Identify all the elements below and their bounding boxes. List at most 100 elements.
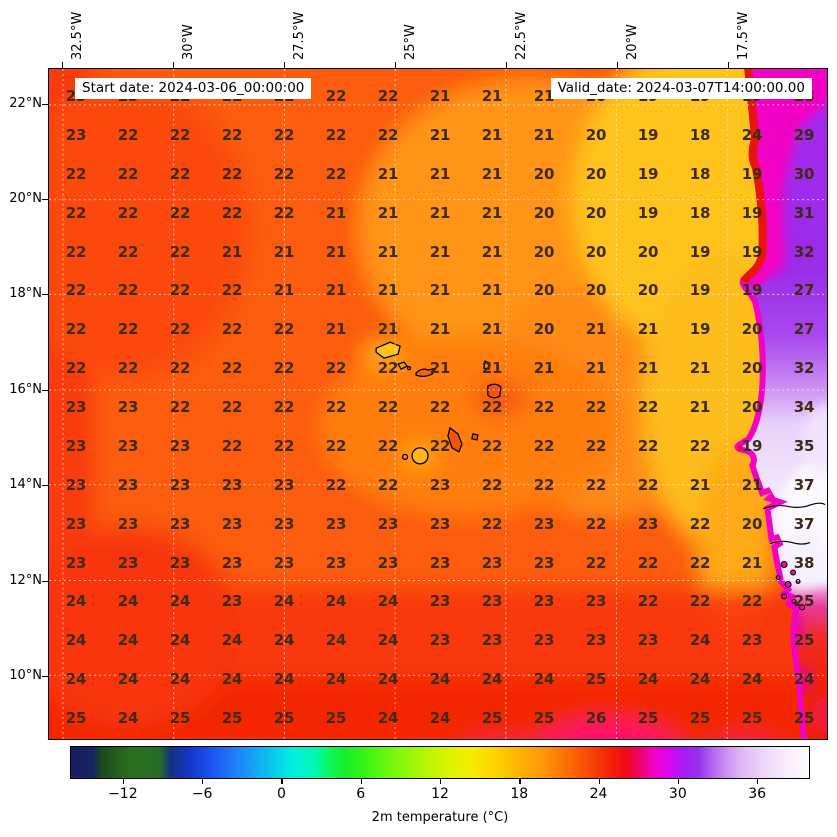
grid-value: 19 — [741, 281, 763, 300]
colorbar-tick-label: 0 — [276, 786, 286, 802]
grid-value: 23 — [65, 475, 87, 494]
grid-value: 24 — [117, 709, 139, 727]
grid-value: 22 — [377, 475, 399, 494]
grid-value: 19 — [689, 242, 711, 261]
grid-value: 24 — [377, 631, 399, 650]
grid-value: 21 — [221, 242, 243, 261]
grid-value: 22 — [325, 359, 347, 378]
lat-tick — [42, 581, 48, 583]
grid-value: 25 — [169, 709, 191, 727]
grid-value: 22 — [325, 125, 347, 144]
grid-value: 22 — [377, 125, 399, 144]
grid-value: 22 — [637, 398, 659, 416]
grid-value: 23 — [533, 592, 555, 611]
coastal-islets — [775, 561, 806, 611]
grid-value: 23 — [429, 553, 451, 572]
grid-value: 21 — [481, 320, 503, 339]
grid-value: 19 — [741, 164, 763, 183]
grid-value: 22 — [273, 359, 295, 378]
grid-value: 23 — [65, 553, 87, 572]
grid-value: 21 — [533, 359, 555, 378]
grid-value: 23 — [221, 475, 243, 494]
grid-value: 22 — [325, 164, 347, 183]
lat-tick-label: 16°N — [9, 382, 42, 397]
grid-value: 23 — [377, 514, 399, 533]
lat-tick — [42, 199, 48, 201]
grid-value: 21 — [585, 359, 607, 378]
grid-value: 22 — [689, 436, 711, 455]
lon-tick-label: 17.5°W — [736, 11, 751, 60]
colorbar-tick-label: −6 — [191, 786, 213, 802]
colorbar-tick — [519, 779, 521, 784]
grid-value: 24 — [533, 670, 555, 689]
grid-value: 22 — [325, 398, 347, 416]
grid-value: 18 — [689, 164, 711, 183]
grid-value: 24 — [325, 592, 347, 611]
grid-value: 23 — [221, 553, 243, 572]
grid-value: 29 — [793, 125, 815, 144]
grid-value: 25 — [273, 709, 295, 727]
grid-value: 21 — [533, 87, 555, 105]
grid-value: 24 — [273, 592, 295, 611]
grid-value: 23 — [429, 475, 451, 494]
grid-value: 23 — [169, 514, 191, 533]
grid-value: 21 — [429, 164, 451, 183]
lat-tick-label: 22°N — [9, 96, 42, 111]
grid-value: 20 — [741, 398, 763, 416]
grid-value: 22 — [273, 164, 295, 183]
grid-value: 19 — [741, 203, 763, 222]
grid-value: 24 — [325, 631, 347, 650]
grid-value: 22 — [117, 164, 139, 183]
start-date-text: Start date: 2024-03-06_00:00:00 — [82, 80, 305, 96]
grid-value: 21 — [377, 164, 399, 183]
grid-value: 22 — [689, 553, 711, 572]
grid-value: 22 — [585, 436, 607, 455]
grid-value: 22 — [221, 164, 243, 183]
grid-value: 25 — [221, 709, 243, 727]
grid-value: 22 — [689, 514, 711, 533]
grid-value: 20 — [637, 281, 659, 300]
colorbar-title: 2m temperature (°C) — [371, 810, 509, 825]
grid-value: 22 — [273, 320, 295, 339]
grid-value: 21 — [689, 359, 711, 378]
island-santo-antao — [375, 341, 401, 359]
grid-value: 22 — [65, 203, 87, 222]
grid-value: 22 — [689, 592, 711, 611]
grid-value: 22 — [221, 359, 243, 378]
grid-value: 22 — [169, 320, 191, 339]
grid-value: 23 — [637, 631, 659, 650]
grid-value: 25 — [741, 709, 763, 727]
grid-value: 21 — [325, 242, 347, 261]
grid-value: 37 — [793, 514, 815, 533]
grid-value: 23 — [481, 631, 503, 650]
grid-value: 24 — [377, 592, 399, 611]
grid-value: 37 — [793, 475, 815, 494]
grid-value: 18 — [689, 203, 711, 222]
grid-value: 20 — [533, 203, 555, 222]
grid-value: 25 — [689, 709, 711, 727]
grid-value: 22 — [65, 281, 87, 300]
grid-value: 23 — [273, 514, 295, 533]
grid-value: 24 — [221, 670, 243, 689]
colorbar-tick — [360, 779, 362, 784]
grid-value: 19 — [637, 164, 659, 183]
grid-value: 21 — [741, 553, 763, 572]
grid-value: 23 — [273, 553, 295, 572]
start-date-box: Start date: 2024-03-06_00:00:00 — [75, 78, 312, 99]
lon-tick — [62, 62, 64, 68]
grid-value: 21 — [481, 125, 503, 144]
colorbar-tick — [677, 779, 680, 784]
grid-value: 22 — [637, 592, 659, 611]
grid-value: 19 — [637, 203, 659, 222]
grid-value: 21 — [429, 203, 451, 222]
grid-value: 22 — [481, 398, 503, 416]
grid-value: 20 — [741, 320, 763, 339]
grid-value: 18 — [689, 125, 711, 144]
island-santiago — [447, 426, 463, 453]
grid-value: 22 — [65, 359, 87, 378]
grid-value: 23 — [117, 553, 139, 572]
grid-value: 22 — [65, 164, 87, 183]
grid-value: 22 — [741, 592, 763, 611]
grid-value: 23 — [169, 553, 191, 572]
